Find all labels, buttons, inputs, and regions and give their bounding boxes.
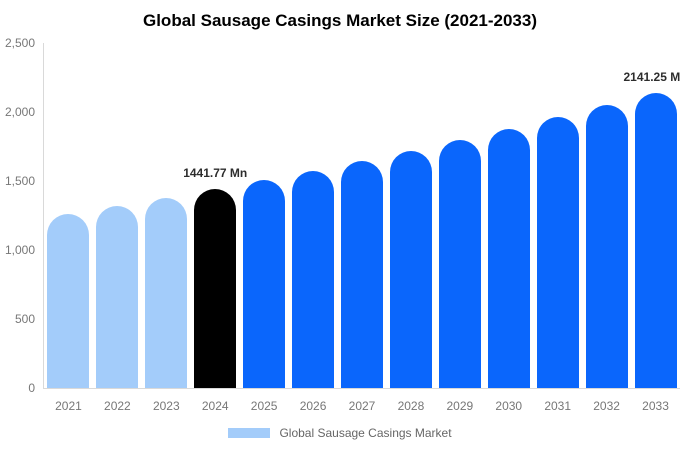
- y-axis-line: [43, 43, 44, 388]
- x-tick-label-2031: 2031: [544, 399, 572, 413]
- x-tick-label-2021: 2021: [55, 399, 82, 413]
- bar-2022[interactable]: [96, 205, 139, 388]
- x-axis-line: [43, 388, 680, 389]
- x-tick-label-2029: 2029: [446, 399, 474, 413]
- plot-area: 1441.77 Mn 2141.25 Mn: [44, 43, 680, 388]
- x-tick-label-2028: 2028: [397, 399, 425, 413]
- x-tick-label-2024: 2024: [201, 399, 229, 413]
- bar-2032[interactable]: [585, 105, 628, 388]
- bar-2031[interactable]: [536, 117, 579, 388]
- legend-item[interactable]: Global Sausage Casings Market: [0, 426, 680, 440]
- bar-2025[interactable]: [243, 180, 286, 388]
- bar-2030[interactable]: [487, 129, 530, 388]
- y-tick-label: 1,000: [4, 243, 35, 257]
- x-tick-label-2025: 2025: [250, 399, 278, 413]
- bar-2028[interactable]: [389, 150, 432, 388]
- bar-2027[interactable]: [341, 161, 383, 388]
- bar-2026[interactable]: [292, 170, 335, 388]
- legend: Global Sausage Casings Market: [0, 426, 680, 440]
- y-tick-label: 1,500: [4, 174, 35, 188]
- chart-title: Global Sausage Casings Market Size (2021…: [142, 11, 537, 30]
- bar-value-label-2024: 1441.77 Mn: [183, 166, 248, 181]
- y-tick-label: 0: [28, 381, 35, 395]
- bar-value-label-2033: 2141.25 Mn: [623, 69, 680, 84]
- bar-2021[interactable]: [47, 213, 90, 388]
- legend-swatch: [228, 428, 271, 438]
- bar-2024[interactable]: [194, 189, 237, 388]
- x-tick-label-2026: 2026: [299, 399, 327, 413]
- x-tick-label-2030: 2030: [495, 399, 523, 413]
- x-tick-label-2023: 2023: [152, 399, 180, 413]
- y-tick-label: 2,500: [4, 36, 35, 50]
- legend-label: Global Sausage Casings Market: [279, 426, 452, 440]
- x-tick-label-2033: 2033: [642, 399, 669, 413]
- x-tick-label-2022: 2022: [104, 399, 131, 413]
- bar-2023[interactable]: [145, 197, 188, 388]
- y-tick-label: 500: [14, 312, 35, 326]
- x-tick-label-2027: 2027: [348, 399, 376, 413]
- bar-2033[interactable]: [634, 92, 677, 388]
- x-tick-label-2032: 2032: [593, 399, 620, 413]
- bar-2029[interactable]: [438, 140, 481, 388]
- y-tick-label: 2,000: [4, 105, 35, 119]
